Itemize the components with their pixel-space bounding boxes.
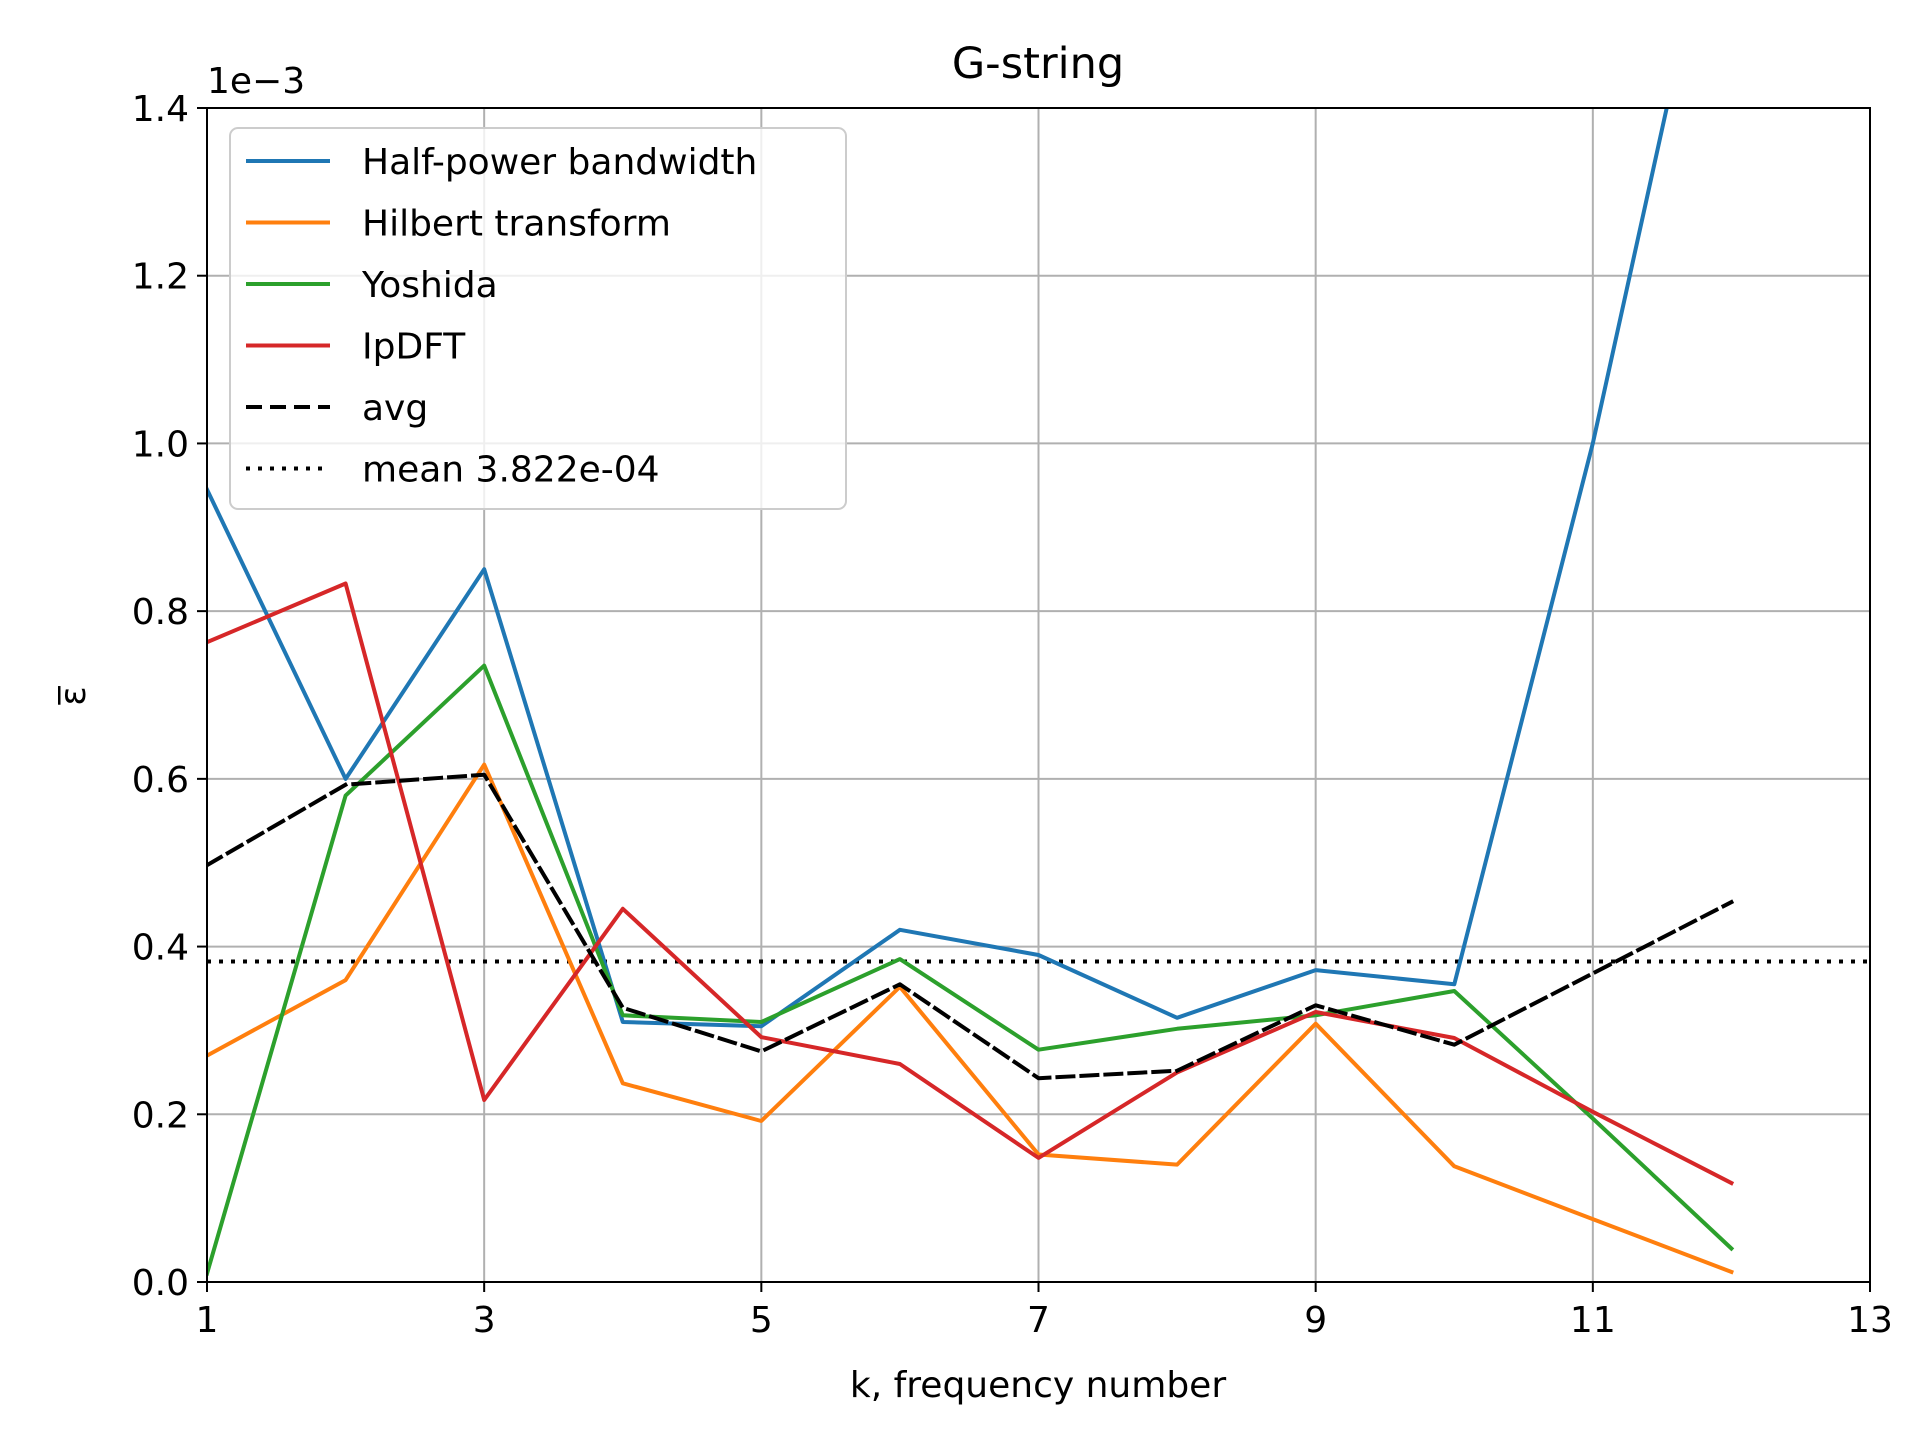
y-tick-label: 0.4	[132, 928, 189, 969]
legend-label: Yoshida	[361, 265, 498, 306]
y-tick-label: 1.2	[132, 257, 189, 298]
chart-title: G-string	[952, 39, 1124, 89]
x-tick-label: 7	[1027, 1300, 1050, 1341]
x-tick-label: 5	[750, 1300, 773, 1341]
series-line-0	[207, 108, 1669, 1029]
legend-items: Half-power bandwidth Hilbert transform Yos…	[246, 142, 757, 491]
legend: Half-power bandwidth Hilbert transform Yos…	[229, 127, 847, 510]
y-axis-label: ε̅	[53, 685, 94, 705]
legend-box	[229, 127, 847, 510]
legend-label: Hilbert transform	[362, 204, 671, 245]
series-line-2	[207, 663, 1735, 1277]
x-axis-label: k, frequency number	[850, 1365, 1226, 1406]
y-axis-offset-text: 1e−3	[207, 61, 305, 102]
legend-label: mean 3.822e-04	[362, 450, 660, 491]
y-tick-label: 0.8	[132, 592, 189, 633]
y-tick-label: 0.2	[132, 1095, 189, 1136]
y-tick-label: 0.0	[132, 1263, 189, 1304]
legend-label: Half-power bandwidth	[362, 142, 757, 183]
legend-label: avg	[362, 388, 428, 429]
series-line-4	[207, 772, 1735, 1081]
series-line-3	[207, 581, 1735, 1186]
y-tick-label: 0.6	[132, 760, 189, 801]
ticks: 1 3 5 7 9 11 130.00.20.40.60.81.01.21.4	[132, 89, 1893, 1341]
y-tick-label: 1.4	[132, 89, 189, 130]
x-tick-label: 11	[1570, 1300, 1616, 1341]
series-line-1	[207, 762, 1734, 1275]
x-tick-label: 9	[1304, 1300, 1327, 1341]
legend-label: IpDFT	[362, 327, 466, 368]
x-tick-label: 1	[196, 1300, 219, 1341]
y-tick-label: 1.0	[132, 424, 189, 465]
x-tick-label: 3	[473, 1300, 496, 1341]
x-tick-label: 13	[1847, 1300, 1893, 1341]
series-layer	[207, 108, 1735, 1277]
